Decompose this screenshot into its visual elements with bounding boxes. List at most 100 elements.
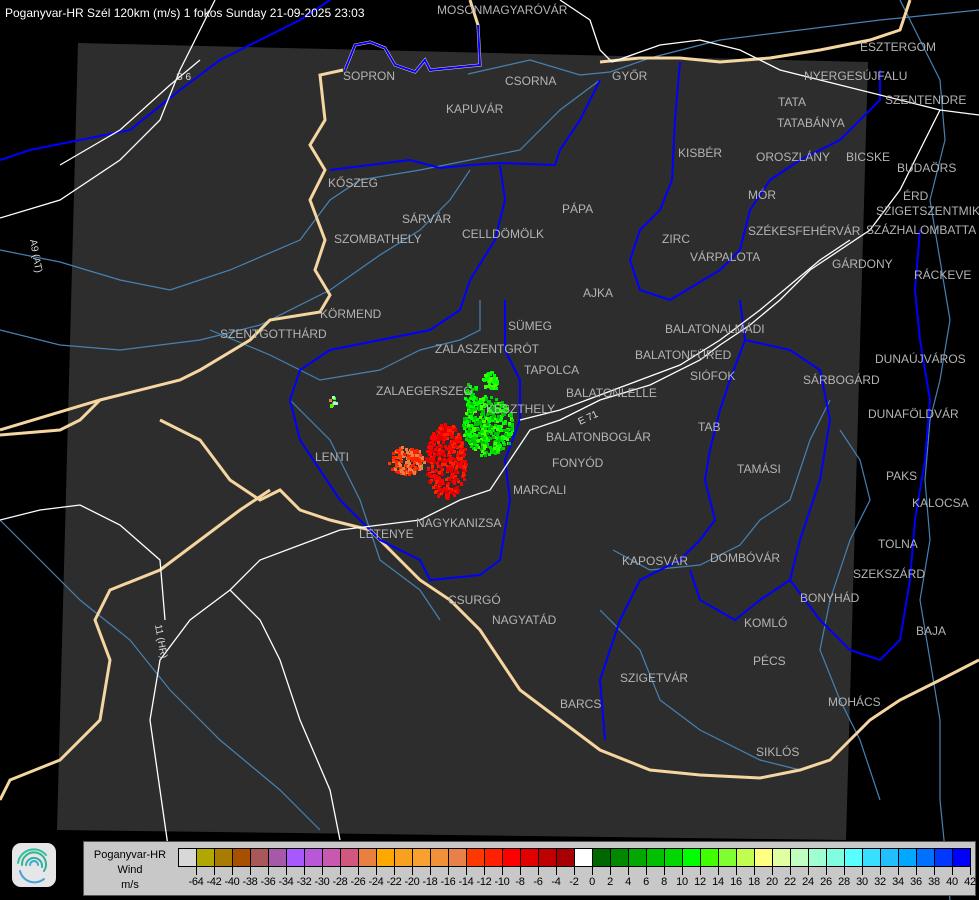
echo-green [473,396,476,399]
legend-swatch [430,848,449,867]
echo-green [492,387,495,390]
echo-green [502,422,505,425]
legend-tick [592,867,593,875]
legend-swatch [232,848,251,867]
echo-red [455,440,458,443]
echo-green [481,435,484,438]
echo-green [469,431,472,434]
echo-red [454,462,457,465]
echo-red [451,457,454,460]
legend-tick-label: 0 [589,876,595,888]
echo-green [500,425,503,428]
echo-red [400,449,403,452]
echo-green [483,403,486,406]
echo-green [491,419,494,422]
echo-red [402,472,405,475]
echo-red [460,448,463,451]
legend-tick [286,867,287,875]
city-label: TATABÁNYA [777,115,845,130]
city-label: PAKS [886,469,917,483]
echo-green [463,421,466,424]
city-label: ZALASZENTGRÓT [435,341,540,356]
legend-tick-label: -6 [533,876,543,888]
echo-red [434,448,437,451]
legend-tick-label: -24 [368,876,384,888]
echo-red [426,450,429,453]
legend-swatch [304,848,323,867]
echo-green [499,448,502,451]
echo-green [462,424,465,427]
legend-tick-label: -10 [494,876,510,888]
echo-green [506,438,509,441]
echo-red [447,454,450,457]
echo-green [490,396,493,399]
echo-green [484,439,487,442]
echo-red [443,425,446,428]
echo-red [450,450,453,453]
legend-tick [952,867,953,875]
echo-green [492,414,495,417]
echo-red [463,460,466,463]
echo-red [410,469,413,472]
legend-tick [376,867,377,875]
city-label: KAPOSVÁR [622,553,688,568]
echo-red [443,487,446,490]
echo-green [504,422,507,425]
echo-red [432,438,435,441]
echo-green [509,413,512,416]
echo-green [474,423,477,426]
echo-green [508,442,511,445]
legend-swatch [196,848,215,867]
city-label: DUNAFÖLDVÁR [868,406,959,421]
county-borders [0,0,979,801]
city-label: ESZTERGOM [860,40,936,54]
echo-red [410,457,413,460]
echo-green [467,406,470,409]
echo-green [480,413,483,416]
echo-green [480,407,483,410]
legend-tick [520,867,521,875]
legend-tick [304,867,305,875]
echo-green [480,438,483,441]
echo-green [493,377,496,380]
city-label: LETENYE [359,527,414,541]
echo-red [426,473,429,476]
legend-swatch [898,848,917,867]
echo-red [433,435,436,438]
echo-red [438,480,441,483]
echo-red [450,470,453,473]
echo-red [447,448,450,451]
echo-green [467,430,470,433]
legend-tick-label: 14 [712,876,724,888]
echo-red [435,439,438,442]
echo-green [508,424,511,427]
legend-tick-label: 32 [874,876,886,888]
echo-green [485,374,488,377]
legend-tick [412,867,413,875]
echo-red [418,468,421,471]
echo-red [444,445,447,448]
echo-green [470,396,473,399]
legend-tick-label: -38 [242,876,258,888]
echo-red [458,465,461,468]
echo-red [435,436,438,439]
echo-red [409,471,412,474]
echo-green [467,439,470,442]
echo-red [452,473,455,476]
echo-green [496,450,499,453]
echo-red [458,458,461,461]
echo-green [487,375,490,378]
legend-tick [682,867,683,875]
echo-red [454,487,457,490]
echo-red [399,457,402,460]
city-label: BALATONALMÁDI [665,321,765,336]
echo-red [448,445,451,448]
city-label: SZOMBATHELY [334,232,422,246]
echo-red [431,435,434,438]
echo-green [495,444,498,447]
echo-red [462,471,465,474]
echo-green [504,411,507,414]
echo-green [481,401,484,404]
echo-green [496,411,499,414]
